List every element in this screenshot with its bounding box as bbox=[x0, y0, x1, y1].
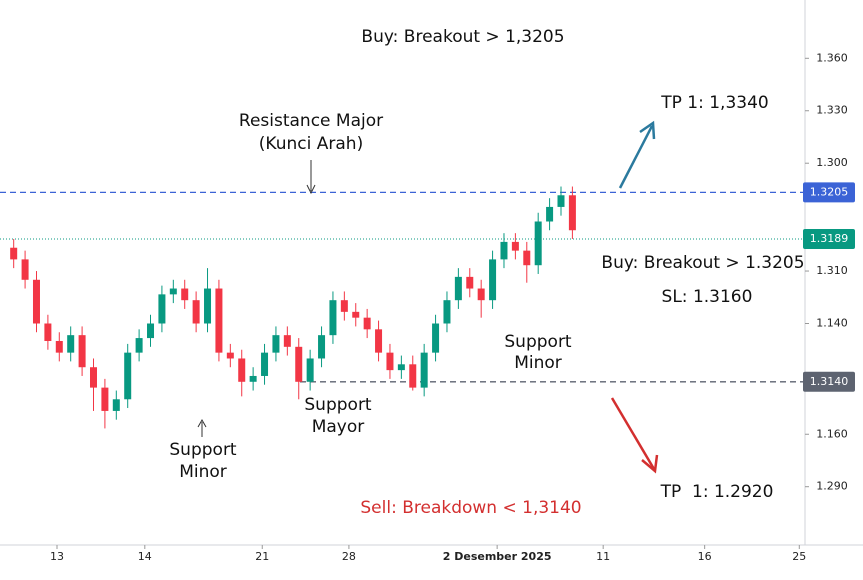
candle-body bbox=[44, 323, 52, 341]
annotation: Support bbox=[504, 332, 572, 352]
annotations: Buy: Breakout > 1,3205 TP 1: 1,3340 Resi… bbox=[169, 27, 804, 518]
price-badge bbox=[803, 182, 855, 203]
candle-body bbox=[112, 399, 120, 411]
arrows bbox=[197, 120, 659, 474]
candle-body bbox=[204, 288, 212, 324]
candle-body bbox=[477, 288, 485, 301]
candle-body bbox=[454, 276, 462, 301]
candle-body bbox=[568, 195, 576, 231]
arrow bbox=[610, 397, 656, 470]
candle-body bbox=[272, 335, 280, 353]
annotation: TP 1: 1.2920 bbox=[660, 482, 774, 502]
candle-body bbox=[32, 279, 40, 324]
y-tick-label: 1.300 bbox=[816, 156, 848, 169]
candle-body bbox=[169, 288, 177, 295]
y-tick-label: 1.290 bbox=[816, 480, 848, 493]
x-tick-label: 25 bbox=[792, 550, 806, 563]
candle-body bbox=[101, 387, 109, 411]
x-tick-label: 16 bbox=[698, 550, 712, 563]
annotation: Mayor bbox=[312, 417, 365, 437]
candle-body bbox=[158, 294, 166, 324]
arrow-head bbox=[306, 184, 316, 195]
candle-body bbox=[409, 364, 417, 388]
candle-body bbox=[89, 367, 97, 388]
price-badge-label: 1.3189 bbox=[810, 232, 849, 245]
candle-body bbox=[249, 375, 257, 382]
x-tick-label: 28 bbox=[342, 550, 356, 563]
candle-body bbox=[306, 358, 314, 382]
price-badge-label: 1.3140 bbox=[810, 375, 849, 388]
x-tick-label: 11 bbox=[596, 550, 610, 563]
candle-body bbox=[352, 311, 360, 318]
y-tick-label: 1.360 bbox=[816, 51, 848, 64]
candle-body bbox=[192, 300, 200, 324]
candle-body bbox=[21, 259, 29, 280]
annotation: Minor bbox=[514, 353, 562, 373]
candle-body bbox=[511, 241, 519, 251]
candle-body bbox=[375, 329, 383, 353]
candle-body bbox=[534, 221, 542, 266]
candle-body bbox=[67, 335, 75, 353]
annotation: Sell: Breakdown < 1,3140 bbox=[360, 498, 581, 518]
arrow-head bbox=[197, 418, 207, 428]
candle-body bbox=[523, 250, 531, 266]
annotation: SL: 1.3160 bbox=[662, 287, 753, 307]
candle-body bbox=[340, 300, 348, 312]
candle-body bbox=[78, 335, 86, 368]
annotation: Minor bbox=[179, 462, 227, 482]
candle-body bbox=[386, 352, 394, 371]
candle-body bbox=[500, 241, 508, 260]
arrow bbox=[618, 125, 654, 189]
candle-body bbox=[181, 288, 189, 301]
candle-body bbox=[546, 206, 554, 222]
price-badge bbox=[803, 228, 855, 249]
candle-body bbox=[215, 288, 223, 353]
candle-body bbox=[55, 340, 63, 353]
price-badge bbox=[803, 371, 855, 392]
arrow-head bbox=[641, 454, 659, 474]
y-tick-label: 1.160 bbox=[816, 427, 848, 440]
x-tick-label: 21 bbox=[255, 550, 269, 563]
annotation: (Kunci Arah) bbox=[259, 134, 363, 154]
candle-body bbox=[443, 300, 451, 324]
x-tick-label: 13 bbox=[50, 550, 64, 563]
annotation: TP 1: 1,3340 bbox=[660, 93, 768, 113]
candle-body bbox=[363, 317, 371, 330]
candle-body bbox=[135, 338, 143, 353]
candle-body bbox=[238, 358, 246, 382]
candle-body bbox=[10, 247, 18, 260]
price-badge-label: 1.3205 bbox=[810, 185, 849, 198]
annotation: Support bbox=[304, 395, 372, 415]
annotation: Buy: Breakout > 1,3205 bbox=[361, 27, 564, 47]
x-tick-label: 2 Desember 2025 bbox=[443, 550, 552, 563]
x-tick-label: 14 bbox=[138, 550, 152, 563]
annotation: Support bbox=[169, 440, 237, 460]
annotation: Resistance Major bbox=[239, 111, 383, 131]
arrow-head bbox=[639, 120, 656, 140]
candle-body bbox=[283, 335, 291, 347]
y-tick-label: 1.310 bbox=[816, 264, 848, 277]
candle-body bbox=[489, 259, 497, 301]
annotation: Buy: Breakout > 1.3205 bbox=[601, 253, 804, 273]
candle-body bbox=[295, 346, 303, 382]
candle-body bbox=[420, 352, 428, 388]
candle-body bbox=[466, 276, 474, 289]
plot: 1.360 1.330 1.300 1.310 1.140 1.160 1.290 13 14 2… bbox=[0, 51, 855, 563]
candle-body bbox=[329, 300, 337, 336]
candle-body bbox=[226, 352, 234, 359]
candle-body bbox=[124, 352, 132, 400]
candle-body bbox=[318, 335, 326, 359]
y-tick-label: 1.140 bbox=[816, 317, 848, 330]
candle-body bbox=[261, 352, 269, 376]
candle-body bbox=[557, 195, 565, 207]
candle-body bbox=[432, 323, 440, 353]
candle-body bbox=[147, 323, 155, 339]
y-tick-label: 1.330 bbox=[816, 104, 848, 117]
candle-body bbox=[397, 364, 405, 371]
